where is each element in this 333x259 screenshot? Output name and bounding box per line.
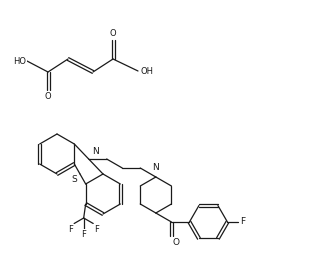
Text: OH: OH bbox=[140, 67, 153, 76]
Text: N: N bbox=[92, 147, 99, 156]
Text: O: O bbox=[45, 92, 51, 101]
Text: F: F bbox=[68, 225, 73, 234]
Text: O: O bbox=[110, 29, 116, 38]
Text: S: S bbox=[71, 175, 77, 184]
Text: F: F bbox=[81, 230, 86, 239]
Text: N: N bbox=[153, 163, 159, 172]
Text: O: O bbox=[172, 238, 179, 247]
Text: HO: HO bbox=[13, 56, 26, 66]
Text: F: F bbox=[240, 218, 245, 227]
Text: F: F bbox=[94, 225, 99, 234]
